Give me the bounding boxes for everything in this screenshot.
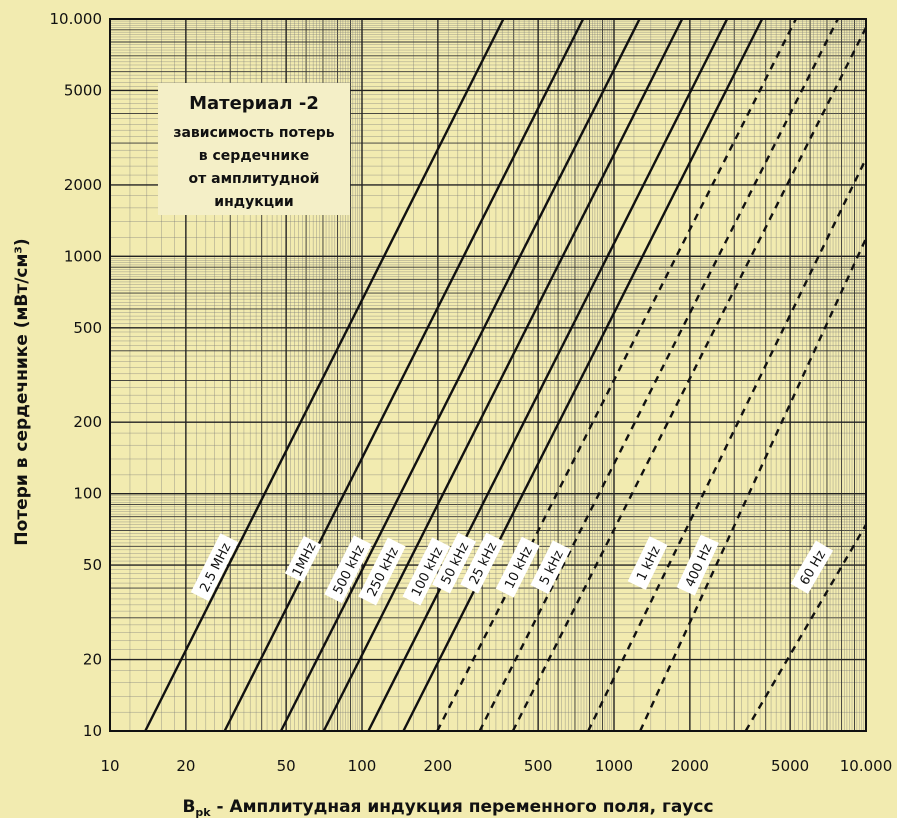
series-line-60-hz [744, 524, 868, 732]
series-label-box [530, 540, 571, 595]
series-label-box [284, 535, 322, 583]
chart-title: Материал -2 [189, 93, 319, 114]
y-tick-label: 100 [73, 485, 102, 503]
x-tick-label: 500 [524, 757, 553, 775]
chart-subtitle-line-1: зависимость потерь [173, 125, 334, 141]
y-tick-label: 50 [83, 556, 102, 574]
series-line-1-khz [587, 158, 868, 732]
series-label-box [460, 532, 505, 594]
x-tick-label: 2000 [671, 757, 709, 775]
series-label-box [432, 532, 477, 594]
chart-subtitle-line-3: от амплитудной [189, 171, 320, 187]
series-label-box [627, 536, 668, 590]
chart-subtitle-line-2: в сердечнике [199, 148, 309, 164]
x-axis-title-text: - Амплитудная индукция переменного поля,… [211, 797, 714, 817]
series-layer [144, 18, 868, 732]
x-tick-label: 200 [424, 757, 453, 775]
y-tick-label: 10 [83, 722, 102, 740]
y-tick-label: 500 [73, 319, 102, 337]
plot-frame [109, 18, 867, 732]
x-tick-label: 1000 [595, 757, 633, 775]
y-axis-title: Потери в сердечнике (мВт/см³) [12, 238, 32, 545]
y-tick-label: 5000 [64, 81, 102, 99]
series-line-50-khz [402, 18, 764, 732]
y-tick-label: 200 [73, 413, 102, 431]
y-tick-label: 1000 [64, 247, 102, 265]
y-tick-labels: 10 20 50 100 200 500 1000 2000 5000 10.000 [50, 10, 103, 740]
x-tick-label: 5000 [771, 757, 809, 775]
x-tick-label: 10 [100, 757, 119, 775]
x-tick-labels: 10 20 50 100 200 500 1000 2000 5000 10.000 [100, 757, 892, 775]
y-tick-label: 20 [83, 651, 102, 669]
series-label-box [676, 534, 719, 596]
series-label-box [324, 535, 372, 604]
series-line-250-khz [322, 18, 684, 732]
chart-subtitle-line-4: индукции [214, 194, 293, 210]
y-tick-label: 10.000 [50, 10, 103, 28]
series-line-1mhz [223, 18, 585, 732]
series-line-25-khz [436, 18, 797, 732]
series-label-box [358, 537, 406, 606]
x-tick-label: 20 [176, 757, 195, 775]
y-tick-label: 2000 [64, 176, 102, 194]
x-axis-title-subscript: pk [195, 806, 211, 818]
series-label-box [402, 537, 451, 606]
series-line-2.5-mhz [144, 18, 505, 732]
series-line-5-khz [511, 27, 868, 732]
title-box: Материал -2 зависимость потерь в сердечн… [158, 83, 350, 215]
x-axis-title-symbol: B [182, 797, 195, 817]
title-box-background [158, 83, 350, 215]
x-tick-label: 100 [348, 757, 377, 775]
x-axis-title: Bpk - Амплитудная индукция переменного п… [182, 797, 713, 818]
series-label-box [495, 536, 540, 598]
x-tick-label: 50 [277, 757, 296, 775]
x-tick-label: 10.000 [840, 757, 893, 775]
series-line-500-khz [279, 18, 641, 732]
series-label-box [190, 533, 239, 602]
series-label-box [790, 540, 834, 594]
series-line-10-khz [478, 18, 839, 732]
series-line-100-khz [367, 18, 729, 732]
